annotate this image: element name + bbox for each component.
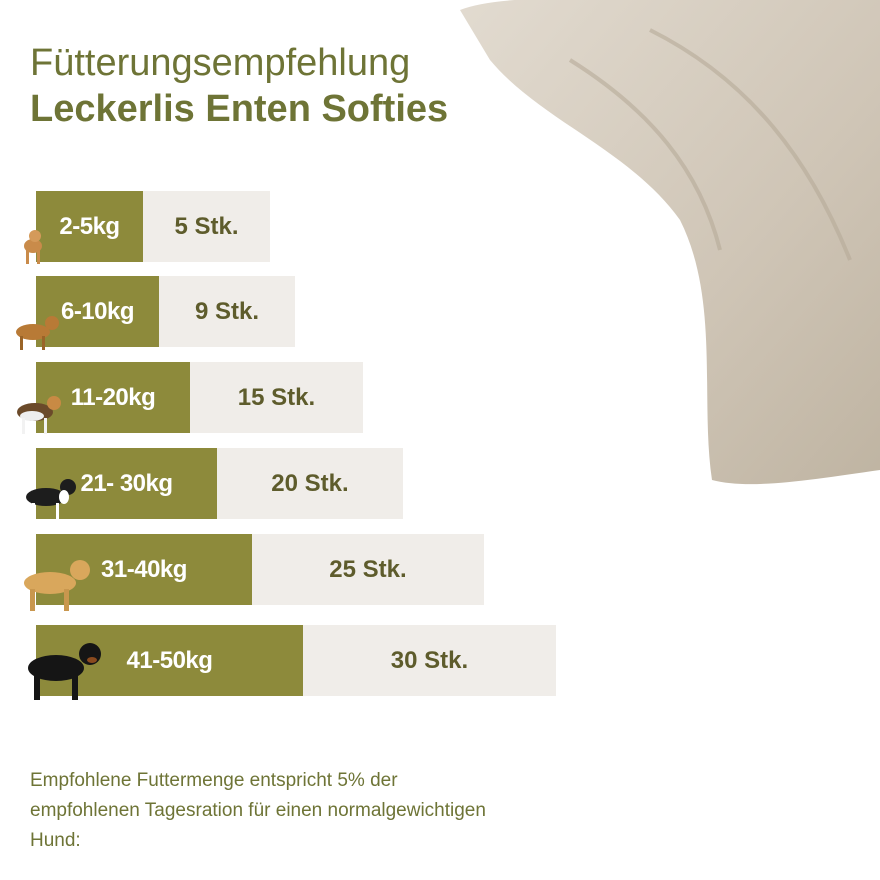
weight-label: 41-50kg <box>36 625 303 696</box>
amount-label: 5 Stk. <box>174 212 239 240</box>
amount-label: 25 Stk. <box>329 555 407 583</box>
feeding-row: 2-5kg 5 Stk. <box>36 191 270 262</box>
footnote: Empfohlene Futtermenge entspricht 5% der… <box>30 770 486 851</box>
feeding-row: 41-50kg 30 Stk. <box>36 625 556 696</box>
linen-cloth <box>460 0 880 485</box>
title-line: Fütterungsempfehlung <box>30 42 411 84</box>
amount-label: 9 Stk. <box>194 297 260 325</box>
amount-label: 30 Stk. <box>390 646 469 674</box>
dog-icon <box>28 643 101 700</box>
title: Fütterungsempfehlung Leckerlis Enten Sof… <box>30 40 448 132</box>
feeding-row: 31-40kg 25 Stk. <box>36 534 484 605</box>
weight-label: 11-20kg <box>36 362 190 433</box>
subtitle: Leckerlis Enten Softies <box>30 88 449 130</box>
dog-icon <box>17 396 61 434</box>
feeding-row: 11-20kg 15 Stk. <box>36 362 363 433</box>
dog-icon <box>24 560 90 611</box>
amount-label: 20 Stk. <box>271 469 349 497</box>
dog-icon <box>24 230 42 264</box>
amount-label: 15 Stk. <box>237 383 316 411</box>
weight-label: 6-10kg <box>36 276 159 347</box>
weight-label: 31-40kg <box>36 534 252 605</box>
dog-icon <box>26 479 76 519</box>
weight-label: 2-5kg <box>36 191 143 262</box>
feeding-row: 6-10kg 9 Stk. <box>36 276 295 347</box>
feeding-row: 21- 30kg 20 Stk. <box>36 448 403 519</box>
dog-icon <box>16 316 59 350</box>
